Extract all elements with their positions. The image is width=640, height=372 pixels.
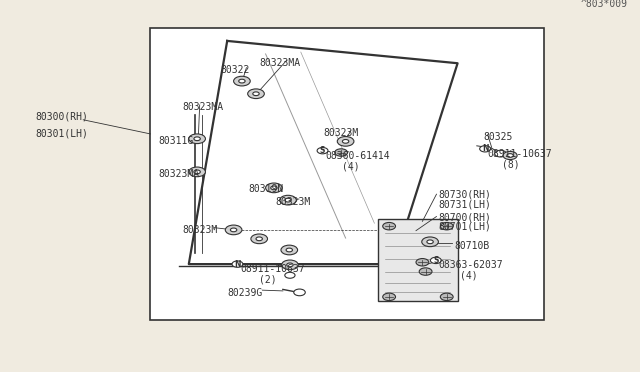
Circle shape <box>507 154 513 157</box>
Text: 80323M: 80323M <box>182 225 218 235</box>
Circle shape <box>440 222 453 230</box>
Circle shape <box>194 137 200 141</box>
Circle shape <box>337 137 354 146</box>
Circle shape <box>280 195 296 205</box>
Circle shape <box>282 260 298 270</box>
Text: S: S <box>433 256 438 265</box>
Circle shape <box>285 272 295 278</box>
Circle shape <box>495 150 506 157</box>
Circle shape <box>317 147 328 154</box>
Circle shape <box>422 237 438 247</box>
Circle shape <box>285 198 291 202</box>
Text: 80239G: 80239G <box>227 288 262 298</box>
Circle shape <box>234 76 250 86</box>
Text: 08363-62037: 08363-62037 <box>438 260 503 270</box>
Circle shape <box>287 263 293 267</box>
Text: 80323MA: 80323MA <box>159 169 200 179</box>
Text: 80710B: 80710B <box>454 241 490 251</box>
Text: 80731(LH): 80731(LH) <box>438 199 492 209</box>
Text: 80323MA: 80323MA <box>182 102 223 112</box>
Text: N: N <box>482 144 488 153</box>
Text: 08911-10637: 08911-10637 <box>240 264 305 274</box>
Circle shape <box>225 225 242 235</box>
Text: 80730(RH): 80730(RH) <box>438 190 492 200</box>
Text: 80325: 80325 <box>483 132 513 142</box>
Circle shape <box>232 261 243 267</box>
Circle shape <box>480 145 491 152</box>
Text: 80301(LH): 80301(LH) <box>35 128 88 138</box>
Text: 80323M: 80323M <box>323 128 358 138</box>
Text: (2): (2) <box>259 275 277 285</box>
Circle shape <box>419 268 432 275</box>
Circle shape <box>248 89 264 99</box>
Circle shape <box>335 149 348 156</box>
Circle shape <box>416 259 429 266</box>
Circle shape <box>383 222 396 230</box>
Circle shape <box>256 237 262 241</box>
Circle shape <box>251 234 268 244</box>
Text: 80322: 80322 <box>221 65 250 75</box>
Text: (8): (8) <box>502 160 520 170</box>
Text: ^803*009: ^803*009 <box>580 0 627 9</box>
Bar <box>378 219 458 301</box>
Circle shape <box>239 79 245 83</box>
Circle shape <box>266 183 282 193</box>
Circle shape <box>189 167 205 177</box>
Circle shape <box>281 245 298 255</box>
Text: 80323MA: 80323MA <box>259 58 300 68</box>
Text: S: S <box>320 146 325 155</box>
Circle shape <box>383 293 396 301</box>
Circle shape <box>503 151 517 160</box>
Circle shape <box>194 170 200 174</box>
Circle shape <box>253 92 259 96</box>
Text: (4): (4) <box>342 162 360 172</box>
Text: N: N <box>234 260 241 269</box>
Circle shape <box>431 257 442 263</box>
Circle shape <box>286 248 292 252</box>
Text: 80311G: 80311G <box>159 136 194 146</box>
Text: 80319N: 80319N <box>248 184 284 194</box>
Circle shape <box>271 186 277 190</box>
Text: (4): (4) <box>460 271 477 281</box>
Circle shape <box>342 140 349 143</box>
Text: 80300(RH): 80300(RH) <box>35 112 88 122</box>
Circle shape <box>440 293 453 301</box>
Text: 80323M: 80323M <box>275 197 310 207</box>
Circle shape <box>230 228 237 232</box>
Text: 80700(RH): 80700(RH) <box>438 212 492 222</box>
Text: 08911-10637: 08911-10637 <box>488 149 552 159</box>
Text: 08360-61414: 08360-61414 <box>325 151 390 161</box>
Circle shape <box>189 134 205 144</box>
Circle shape <box>294 289 305 296</box>
Bar <box>150 28 544 320</box>
Circle shape <box>427 240 433 244</box>
Text: 80701(LH): 80701(LH) <box>438 221 492 231</box>
